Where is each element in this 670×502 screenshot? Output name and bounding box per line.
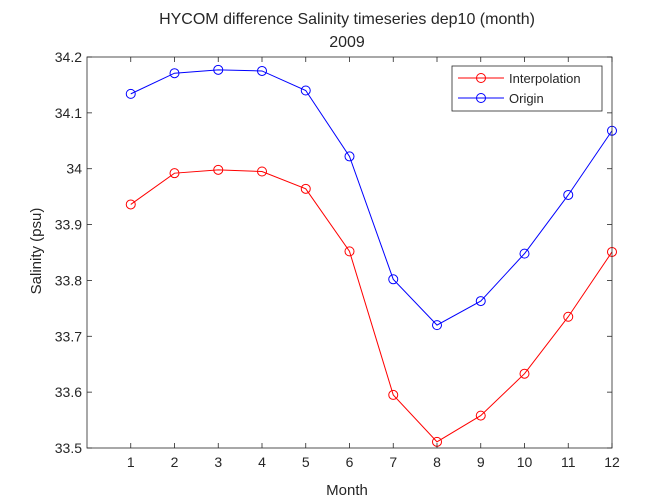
series-1-point xyxy=(344,151,355,162)
chart-title: HYCOM difference Salinity timeseries dep… xyxy=(159,11,535,28)
y-tick-label: 33.5 xyxy=(55,440,82,456)
series-0-point xyxy=(563,311,574,322)
legend-marker-1 xyxy=(476,93,486,103)
series-0-point xyxy=(475,410,486,421)
series-0-point xyxy=(519,368,530,379)
y-tick-label: 34 xyxy=(66,161,82,177)
series-1-point xyxy=(563,189,574,200)
y-tick-label: 34.2 xyxy=(55,49,82,65)
series-1-point xyxy=(257,65,267,76)
series-0-point xyxy=(344,246,355,257)
series-line-0 xyxy=(130,169,613,443)
series-1-point xyxy=(519,248,530,259)
y-axis-label: Salinity (psu) xyxy=(28,208,45,295)
series-1-point xyxy=(475,296,486,307)
y-tick-label: 33.9 xyxy=(55,217,82,233)
series-1-point xyxy=(432,320,442,331)
legend-label-1: Origin xyxy=(509,91,544,106)
y-tick-label: 33.7 xyxy=(55,328,82,344)
y-tick-label: 33.8 xyxy=(55,272,82,288)
series-0-point xyxy=(388,389,399,400)
legend-box xyxy=(451,65,603,112)
series-0-point xyxy=(169,168,180,179)
series-0-point xyxy=(125,199,136,210)
series-0-point xyxy=(257,166,267,177)
x-tick-label: 6 xyxy=(346,454,354,470)
x-axis-label: Month xyxy=(326,482,368,499)
series-line-1 xyxy=(130,69,613,326)
legend: Interpolation Origin xyxy=(451,65,603,112)
series-1-point xyxy=(169,68,180,79)
x-tick-label: 1 xyxy=(127,454,135,470)
series-1-point xyxy=(300,85,311,96)
x-tick-label: 3 xyxy=(214,454,222,470)
x-tick-label: 10 xyxy=(517,454,533,470)
series-1-point xyxy=(388,274,399,285)
x-tick-label: 4 xyxy=(258,454,266,470)
x-tick-label: 7 xyxy=(389,454,397,470)
series-1-point xyxy=(213,64,224,75)
x-tick-label: 2 xyxy=(171,454,179,470)
y-tick-label: 34.1 xyxy=(55,105,82,121)
x-tick-label: 8 xyxy=(433,454,441,470)
legend-label-0: Interpolation xyxy=(509,71,581,86)
plot-area: 1 2 3 4 5 6 7 8 9 10 11 1233.533.633.733.833.93434.… xyxy=(55,49,620,470)
series-0-point xyxy=(213,164,224,175)
series-0-point xyxy=(300,183,311,194)
y-tick-label: 33.6 xyxy=(55,384,82,400)
chart-subtitle: 2009 xyxy=(329,34,365,51)
legend-marker-0 xyxy=(476,73,486,83)
x-tick-label: 5 xyxy=(302,454,310,470)
x-tick-label: 12 xyxy=(604,454,620,470)
x-tick-label: 9 xyxy=(477,454,485,470)
series-1-point xyxy=(125,88,136,99)
x-tick-label: 11 xyxy=(561,454,576,470)
